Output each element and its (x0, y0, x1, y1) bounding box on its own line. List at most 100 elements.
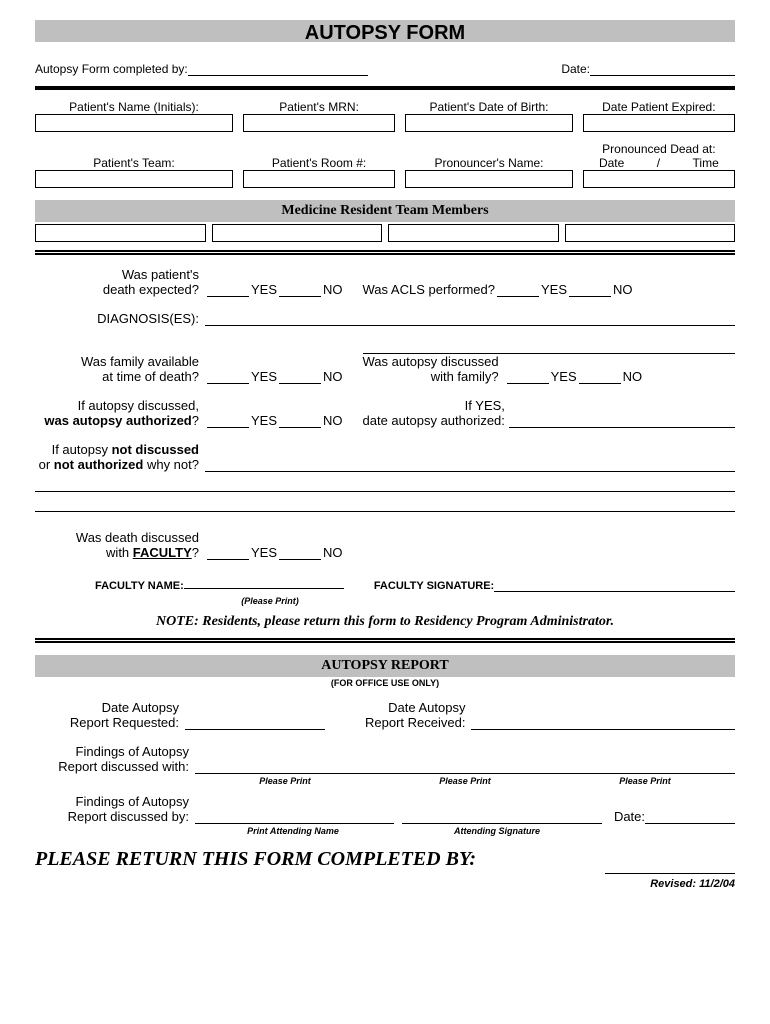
date-label: Date: (561, 62, 590, 76)
patient-expired-field[interactable] (583, 114, 735, 132)
pronouncer-field[interactable] (405, 170, 573, 188)
family-yes[interactable] (207, 370, 249, 384)
authorized-yes[interactable] (207, 414, 249, 428)
no-1: NO (323, 282, 343, 297)
patient-dob-field[interactable] (405, 114, 573, 132)
print-attending-field[interactable] (195, 809, 394, 824)
authorized-label-1: If autopsy discussed, (35, 398, 199, 413)
discussed-no[interactable] (579, 370, 621, 384)
diagnoses-label: DIAGNOSIS(ES): (35, 311, 205, 326)
pp-2: Please Print (375, 776, 555, 786)
discussed-yes[interactable] (507, 370, 549, 384)
diagnoses-field[interactable] (205, 312, 735, 326)
req-field[interactable] (185, 715, 325, 730)
no-5: NO (323, 413, 343, 428)
no-3: NO (323, 369, 343, 384)
pronouncer-label: Pronouncer's Name: (405, 156, 573, 170)
faculty-sig-label: FACULTY SIGNATURE: (374, 580, 494, 592)
not-disc-field-3[interactable] (35, 498, 735, 512)
return-text: PLEASE RETURN THIS FORM COMPLETED BY: (35, 848, 735, 871)
findings-with-field[interactable] (195, 760, 735, 774)
completed-by-field[interactable] (188, 61, 368, 76)
family-row: Was family available at time of death? Y… (35, 340, 735, 384)
revised-text: Revised: 11/2/04 (35, 878, 735, 890)
faculty-qmark: ? (192, 545, 199, 560)
diagnoses-row: DIAGNOSIS(ES): (35, 311, 735, 326)
report-date-field[interactable] (645, 809, 735, 824)
completed-by-label: Autopsy Form completed by: (35, 62, 188, 76)
patient-dob-label: Patient's Date of Birth: (405, 100, 573, 114)
please-print-1: (Please Print) (190, 596, 350, 606)
team-member-3[interactable] (388, 224, 559, 242)
req-label-2: Report Requested: (35, 715, 179, 730)
findings-by-2: Report discussed by: (35, 809, 189, 824)
faculty-label-2: with (106, 545, 133, 560)
discussed-label-1: Was autopsy discussed (363, 354, 499, 369)
authorized-row: If autopsy discussed, was autopsy author… (35, 398, 735, 428)
patient-name-field[interactable] (35, 114, 233, 132)
faculty-no[interactable] (279, 546, 321, 560)
team-member-4[interactable] (565, 224, 736, 242)
req-label-1: Date Autopsy (35, 700, 179, 715)
findings-with-1: Findings of Autopsy (35, 744, 189, 759)
acls-label: Was ACLS performed? (363, 282, 495, 297)
not-disc-field-1[interactable] (205, 458, 735, 472)
death-expected-row: Was patient's death expected? YES NO Was… (35, 267, 735, 297)
not-disc-field-2[interactable] (35, 478, 735, 492)
team-member-2[interactable] (212, 224, 383, 242)
no-2: NO (613, 282, 633, 297)
family-top-line (363, 340, 735, 354)
family-no[interactable] (279, 370, 321, 384)
death-expected-label-2: death expected? (35, 282, 199, 297)
yes-3: YES (251, 369, 277, 384)
family-label-2: at time of death? (35, 369, 199, 384)
death-expected-yes[interactable] (207, 283, 249, 297)
dead-date-label: Date (599, 156, 624, 170)
acls-no[interactable] (569, 283, 611, 297)
no-6: NO (323, 545, 343, 560)
findings-with-2: Report discussed with: (35, 759, 189, 774)
date-auth-label: date autopsy authorized: (363, 413, 505, 428)
faculty-name-field[interactable] (184, 574, 344, 589)
rec-label-2: Report Received: (365, 715, 465, 730)
rec-label-1: Date Autopsy (365, 700, 465, 715)
patient-row-1: Patient's Name (Initials): Patient's MRN… (35, 100, 735, 132)
attending-sig-field[interactable] (402, 809, 601, 824)
form-title: AUTOPSY FORM (35, 22, 735, 45)
yes-5: YES (251, 413, 277, 428)
patient-room-label: Patient's Room #: (243, 156, 395, 170)
findings-by-1: Findings of Autopsy (35, 794, 189, 809)
yes-4: YES (551, 369, 577, 384)
dead-at-label: Pronounced Dead at: (583, 142, 735, 156)
patient-team-label: Patient's Team: (35, 156, 233, 170)
faculty-yes[interactable] (207, 546, 249, 560)
note-text: NOTE: Residents, please return this form… (35, 614, 735, 630)
authorized-label-2: was autopsy authorized (44, 413, 191, 428)
authorized-no[interactable] (279, 414, 321, 428)
patient-team-field[interactable] (35, 170, 233, 188)
not-disc-bold2: not authorized (54, 457, 144, 472)
team-member-1[interactable] (35, 224, 206, 242)
report-header: AUTOPSY REPORT (35, 655, 735, 677)
date-auth-field[interactable] (509, 414, 735, 428)
not-disc-3: why not? (143, 457, 199, 472)
date-field[interactable] (590, 61, 735, 76)
faculty-sig-field[interactable] (494, 578, 735, 592)
revised-line (605, 873, 735, 874)
not-disc-2: or (39, 457, 54, 472)
patient-mrn-field[interactable] (243, 114, 395, 132)
rec-field[interactable] (471, 716, 735, 730)
acls-yes[interactable] (497, 283, 539, 297)
death-expected-no[interactable] (279, 283, 321, 297)
faculty-bold: FACULTY (133, 545, 192, 560)
patient-room-field[interactable] (243, 170, 395, 188)
dead-at-field[interactable] (583, 170, 735, 188)
divider-3 (35, 638, 735, 643)
patient-mrn-label: Patient's MRN: (243, 100, 395, 114)
dead-time-label: Time (693, 156, 719, 170)
report-dates-row: Date Autopsy Report Requested: Date Auto… (35, 700, 735, 730)
if-yes-label: If YES, (363, 398, 505, 413)
divider-2 (35, 250, 735, 255)
not-disc-1: If autopsy (52, 442, 112, 457)
faculty-name-row: FACULTY NAME: FACULTY SIGNATURE: (35, 574, 735, 592)
